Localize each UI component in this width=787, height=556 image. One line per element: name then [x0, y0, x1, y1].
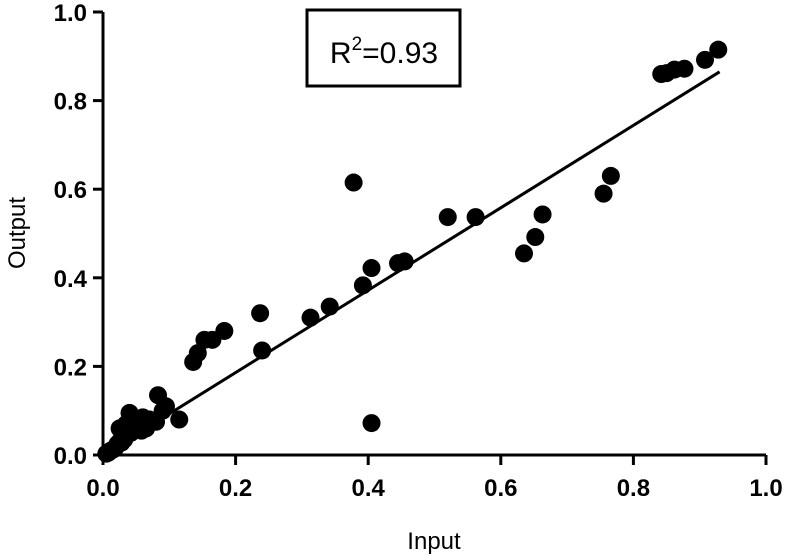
y-tick-label: 0.2 [54, 354, 87, 381]
x-ticks: 0.0 0.2 0.4 0.6 0.8 1.0 [86, 455, 783, 502]
x-tick-label: 1.0 [749, 475, 782, 502]
data-point [696, 50, 715, 69]
data-point [117, 414, 136, 433]
data-point [353, 276, 372, 295]
data-point [526, 228, 545, 247]
data-point [344, 173, 363, 192]
x-axis-title: Input [407, 528, 461, 555]
x-tick-label: 0.8 [617, 475, 650, 502]
y-tick-label: 0.4 [54, 266, 88, 293]
r-squared-box [305, 8, 462, 88]
y-ticks: 0.0 0.2 0.4 0.6 0.8 1.0 [54, 0, 103, 470]
data-point [601, 166, 620, 185]
data-point [675, 59, 694, 78]
data-point [188, 344, 207, 363]
x-tick-label: 0.2 [219, 475, 252, 502]
data-point [301, 308, 320, 327]
y-tick-label: 0.8 [54, 89, 87, 116]
data-point [251, 304, 270, 323]
data-point [709, 40, 728, 59]
data-point [438, 208, 457, 227]
data-point [362, 414, 381, 433]
r-squared-label: R2=0.93 [330, 34, 438, 70]
data-point [156, 397, 175, 416]
fit-line [102, 70, 721, 457]
y-tick-label: 0.0 [54, 443, 87, 470]
y-tick-label: 0.6 [54, 177, 87, 204]
data-point [533, 205, 552, 224]
data-point [515, 244, 534, 263]
r-squared-superscript: 2 [352, 34, 363, 55]
r-squared-value: =0.93 [362, 37, 438, 70]
y-tick-label: 1.0 [54, 0, 87, 27]
data-point [594, 184, 613, 203]
data-points [97, 40, 728, 463]
y-axis-title: Output [4, 197, 31, 269]
x-tick-label: 0.4 [352, 475, 386, 502]
r-squared-prefix: R [330, 37, 352, 70]
x-tick-label: 0.0 [86, 475, 119, 502]
data-point [170, 410, 189, 429]
data-point [362, 259, 381, 278]
data-point [215, 321, 234, 340]
x-tick-label: 0.6 [484, 475, 517, 502]
r-squared-annotation: R2=0.93 [305, 8, 462, 88]
